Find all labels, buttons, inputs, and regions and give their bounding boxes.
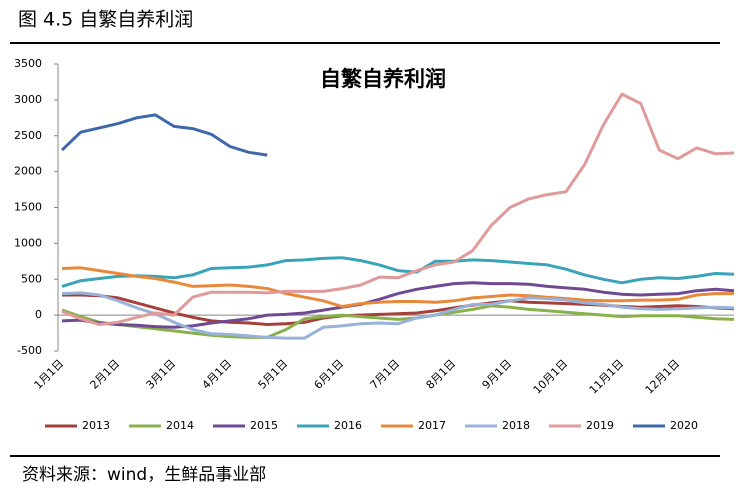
series-line	[60, 113, 268, 157]
y-tick-label: 2500	[14, 129, 42, 142]
x-tick-label: 8月1日	[424, 357, 459, 392]
x-tick-label: 7月1日	[368, 357, 403, 392]
legend-label: 2014	[166, 419, 194, 432]
x-tick-label: 4月1日	[200, 357, 235, 392]
y-tick-label: -500	[17, 344, 42, 357]
y-tick-label: 3000	[14, 93, 42, 106]
series-line	[61, 266, 734, 308]
y-tick-label: 1000	[14, 236, 42, 249]
x-tick-label: 2月1日	[88, 357, 123, 392]
series-line	[61, 256, 735, 288]
x-tick-label: 12月1日	[643, 357, 683, 397]
chart-title: 自繁自养利润	[320, 67, 446, 91]
page-title: 图 4.5 自繁自养利润	[18, 9, 193, 31]
legend-label: 2019	[586, 419, 614, 432]
series-line	[61, 281, 735, 329]
y-tick-label: 1500	[14, 201, 42, 214]
legend-label: 2016	[334, 419, 362, 432]
y-tick-label: 0	[35, 308, 42, 321]
x-tick-label: 6月1日	[312, 357, 347, 392]
y-tick-label: 3500	[14, 57, 42, 70]
series-line	[61, 291, 735, 340]
x-tick-label: 5月1日	[256, 357, 291, 392]
legend-label: 2013	[82, 419, 110, 432]
series-line	[61, 92, 735, 326]
x-tick-label: 11月1日	[587, 357, 627, 397]
x-tick-label: 1月1日	[32, 357, 67, 392]
legend-label: 2020	[670, 419, 698, 432]
legend-label: 2018	[502, 419, 530, 432]
x-tick-label: 3月1日	[144, 357, 179, 392]
source: 资料来源：wind，生鲜品事业部	[22, 465, 266, 485]
y-tick-label: 500	[21, 272, 42, 285]
x-tick-label: 10月1日	[531, 357, 571, 397]
series-line	[61, 304, 735, 339]
y-tick-label: 2000	[14, 165, 42, 178]
legend-label: 2015	[250, 419, 278, 432]
x-tick-label: 9月1日	[480, 357, 515, 392]
legend-label: 2017	[418, 419, 446, 432]
